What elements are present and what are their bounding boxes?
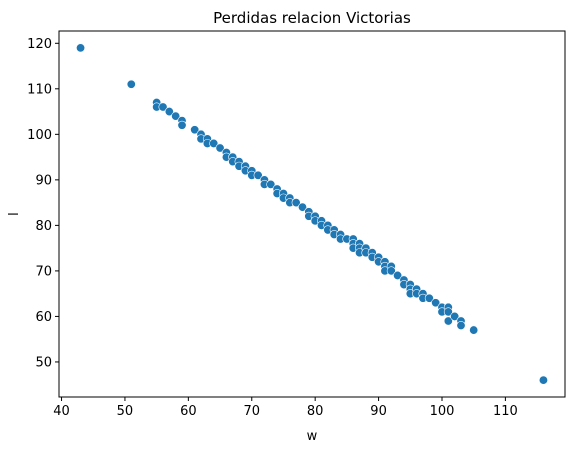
y-tick-label: 60 (35, 310, 52, 325)
data-point (291, 198, 301, 208)
data-point (297, 202, 307, 212)
data-point (424, 293, 434, 303)
y-tick-label: 70 (35, 264, 52, 279)
data-point (190, 125, 200, 135)
data-point (443, 307, 453, 317)
data-point (158, 102, 168, 112)
data-point (386, 266, 396, 276)
y-axis-label: l (7, 212, 22, 216)
data-point (450, 311, 460, 321)
x-tick-label: 100 (430, 404, 455, 419)
x-tick-label: 60 (180, 404, 197, 419)
x-tick-label: 70 (243, 404, 260, 419)
y-tick-label: 110 (27, 82, 52, 97)
data-point (456, 321, 466, 331)
axis-ticks: 40 50 60 70 80 90 100 110 50 60 70 80 90 100 110 120 (27, 37, 518, 419)
data-point (171, 111, 181, 121)
data-point (253, 170, 263, 180)
x-tick-label: 80 (307, 404, 324, 419)
data-point (209, 138, 219, 148)
y-tick-label: 50 (35, 355, 52, 370)
data-point (76, 43, 86, 53)
plot-frame (58, 30, 566, 398)
data-point (393, 270, 403, 280)
data-point (266, 179, 276, 189)
x-tick-label: 110 (493, 404, 518, 419)
data-point (215, 143, 225, 153)
x-axis-label: w (307, 429, 318, 444)
y-tick-label: 90 (35, 173, 52, 188)
chart-title: Perdidas relacion Victorias (213, 9, 411, 27)
data-point (443, 316, 453, 326)
x-tick-label: 40 (53, 404, 70, 419)
y-tick-label: 80 (35, 219, 52, 234)
data-point (177, 120, 187, 130)
data-point (126, 79, 136, 89)
y-tick-label: 100 (27, 128, 52, 143)
data-point (164, 107, 174, 117)
x-tick-label: 50 (117, 404, 134, 419)
x-tick-label: 90 (370, 404, 387, 419)
data-point (538, 375, 548, 385)
data-point (431, 298, 441, 308)
data-points (76, 43, 548, 385)
data-point (469, 325, 479, 335)
y-tick-label: 120 (27, 37, 52, 52)
